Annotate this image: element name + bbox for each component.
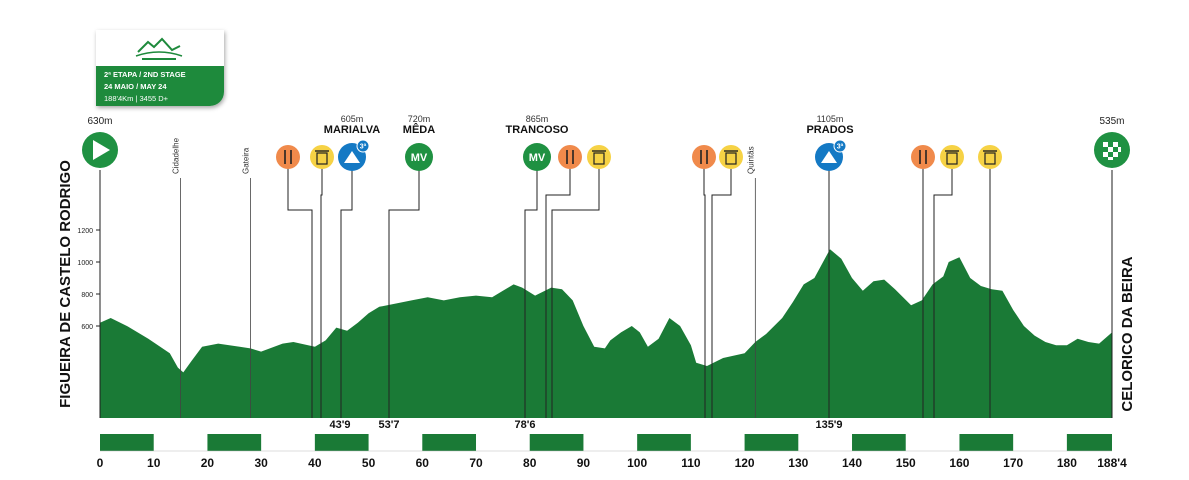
x-tick-label: 180 [1057, 456, 1077, 470]
stage-number: 2ª ETAPA / 2ND STAGE [104, 70, 186, 79]
place-name: Quintãs [746, 146, 755, 174]
scale-segment [422, 434, 477, 451]
x-tick-label: 60 [416, 456, 430, 470]
mountain-icon: 3ª [338, 139, 370, 171]
trash-icon [978, 145, 1002, 169]
scale-segment [529, 434, 584, 451]
climb-elevation-meda: 720m [408, 114, 431, 124]
climb-elevation-marialva: 605m [341, 114, 364, 124]
category-badge: 3ª [837, 144, 844, 151]
x-tick-label: 30 [254, 456, 268, 470]
category-badge: 3ª [360, 144, 367, 151]
scale-segment [314, 434, 369, 451]
x-tick-label: 90 [577, 456, 591, 470]
y-tick-label: 1200 [77, 228, 93, 235]
climb-label-prados: PRADOS [806, 124, 853, 136]
icon-connector-line [320, 168, 323, 418]
scale-segment [959, 434, 1014, 451]
trash-icon [310, 145, 334, 169]
trash-icon [719, 145, 743, 169]
icon-connectors [287, 168, 991, 418]
x-tick-label: 150 [896, 456, 916, 470]
km-marker-label: 135'9 [815, 419, 842, 431]
icon-connector-line [524, 168, 538, 418]
x-tick-label: 50 [362, 456, 376, 470]
x-tick-label: 100 [627, 456, 647, 470]
place-name: Gateira [241, 147, 250, 174]
x-tick-label: 140 [842, 456, 862, 470]
start-town-name: FIGUEIRA DE CASTELO RODRIGO [57, 160, 74, 408]
scale-segment [852, 434, 906, 451]
km-marker-label: 53'7 [379, 419, 400, 431]
scale-segment [637, 434, 691, 451]
play-icon [93, 140, 110, 160]
mountain-icon: 3ª [815, 139, 847, 171]
scale-segment [1066, 434, 1112, 451]
finish-marker [1094, 132, 1130, 168]
y-axis: 600 800 1000 1200 [77, 228, 100, 331]
x-tick-label: 130 [788, 456, 808, 470]
icon-connector-line [388, 168, 420, 418]
checkered-flag-icon [1103, 142, 1121, 160]
icon-connector-line [287, 168, 313, 418]
x-tick-label: 160 [949, 456, 969, 470]
food-icon [692, 145, 716, 169]
y-tick-label: 1000 [77, 260, 93, 267]
km-marker-label: 78'6 [515, 419, 536, 431]
place-name: Cidadelhe [172, 137, 181, 174]
x-tick-label: 188'4 [1097, 456, 1127, 470]
x-tick-label: 110 [681, 456, 701, 470]
mv-label: MV [529, 152, 546, 164]
y-tick-label: 600 [81, 324, 93, 331]
x-tick-label: 20 [201, 456, 215, 470]
icon-connector-line [933, 168, 953, 418]
y-tick-label: 800 [81, 292, 93, 299]
scale-segment [744, 434, 799, 451]
food-icon [911, 145, 935, 169]
service-icons: 3ª MV MV 3ª [276, 139, 1002, 171]
place-lines: Cidadelhe Gateira Quintãs [172, 137, 756, 418]
icon-connector-line [703, 168, 706, 418]
card-band [96, 66, 224, 106]
climb-elevation-trancoso: 865m [526, 114, 549, 124]
food-icon [558, 145, 582, 169]
mv-icon: MV [523, 143, 551, 171]
stage-date: 24 MAIO / MAY 24 [104, 82, 167, 91]
icon-connector-line [551, 168, 600, 418]
climb-label-marialva: MARIALVA [324, 124, 380, 136]
x-tick-label: 10 [147, 456, 161, 470]
finish-elevation: 535m [1099, 116, 1124, 127]
climb-label-meda: MÊDA [403, 123, 435, 136]
icon-connector-line [545, 168, 571, 418]
scale-segment [100, 434, 154, 451]
start-marker [82, 132, 118, 168]
icon-connector-line [711, 168, 732, 418]
icon-connector-line [340, 168, 353, 418]
x-tick-label: 120 [735, 456, 755, 470]
finish-town-name: CELORICO DA BEIRA [1119, 256, 1136, 411]
climb-label-trancoso: TRANCOSO [506, 124, 569, 136]
mv-label: MV [411, 152, 428, 164]
km-scale-bar [100, 434, 1112, 452]
x-axis: 0 10 20 30 40 50 60 70 80 90 100 110 120 130 140 150 160… [97, 456, 1127, 470]
trash-icon [587, 145, 611, 169]
x-tick-label: 40 [308, 456, 322, 470]
climb-elevation-prados: 1105m [817, 114, 844, 124]
event-logo [135, 37, 183, 60]
trash-icon [940, 145, 964, 169]
km-marker-label: 43'9 [330, 419, 351, 431]
mv-icon: MV [405, 143, 433, 171]
stage-distance: 188'4Km | 3455 D+ [104, 94, 169, 103]
stage-info-card: 2ª ETAPA / 2ND STAGE 24 MAIO / MAY 24 18… [96, 30, 224, 106]
x-tick-label: 80 [523, 456, 537, 470]
elevation-profile-area [100, 249, 1112, 418]
x-tick-label: 0 [97, 456, 104, 470]
start-elevation: 630m [87, 116, 112, 127]
x-tick-label: 70 [469, 456, 483, 470]
scale-segment [207, 434, 262, 451]
x-tick-label: 170 [1003, 456, 1023, 470]
food-icon [276, 145, 300, 169]
